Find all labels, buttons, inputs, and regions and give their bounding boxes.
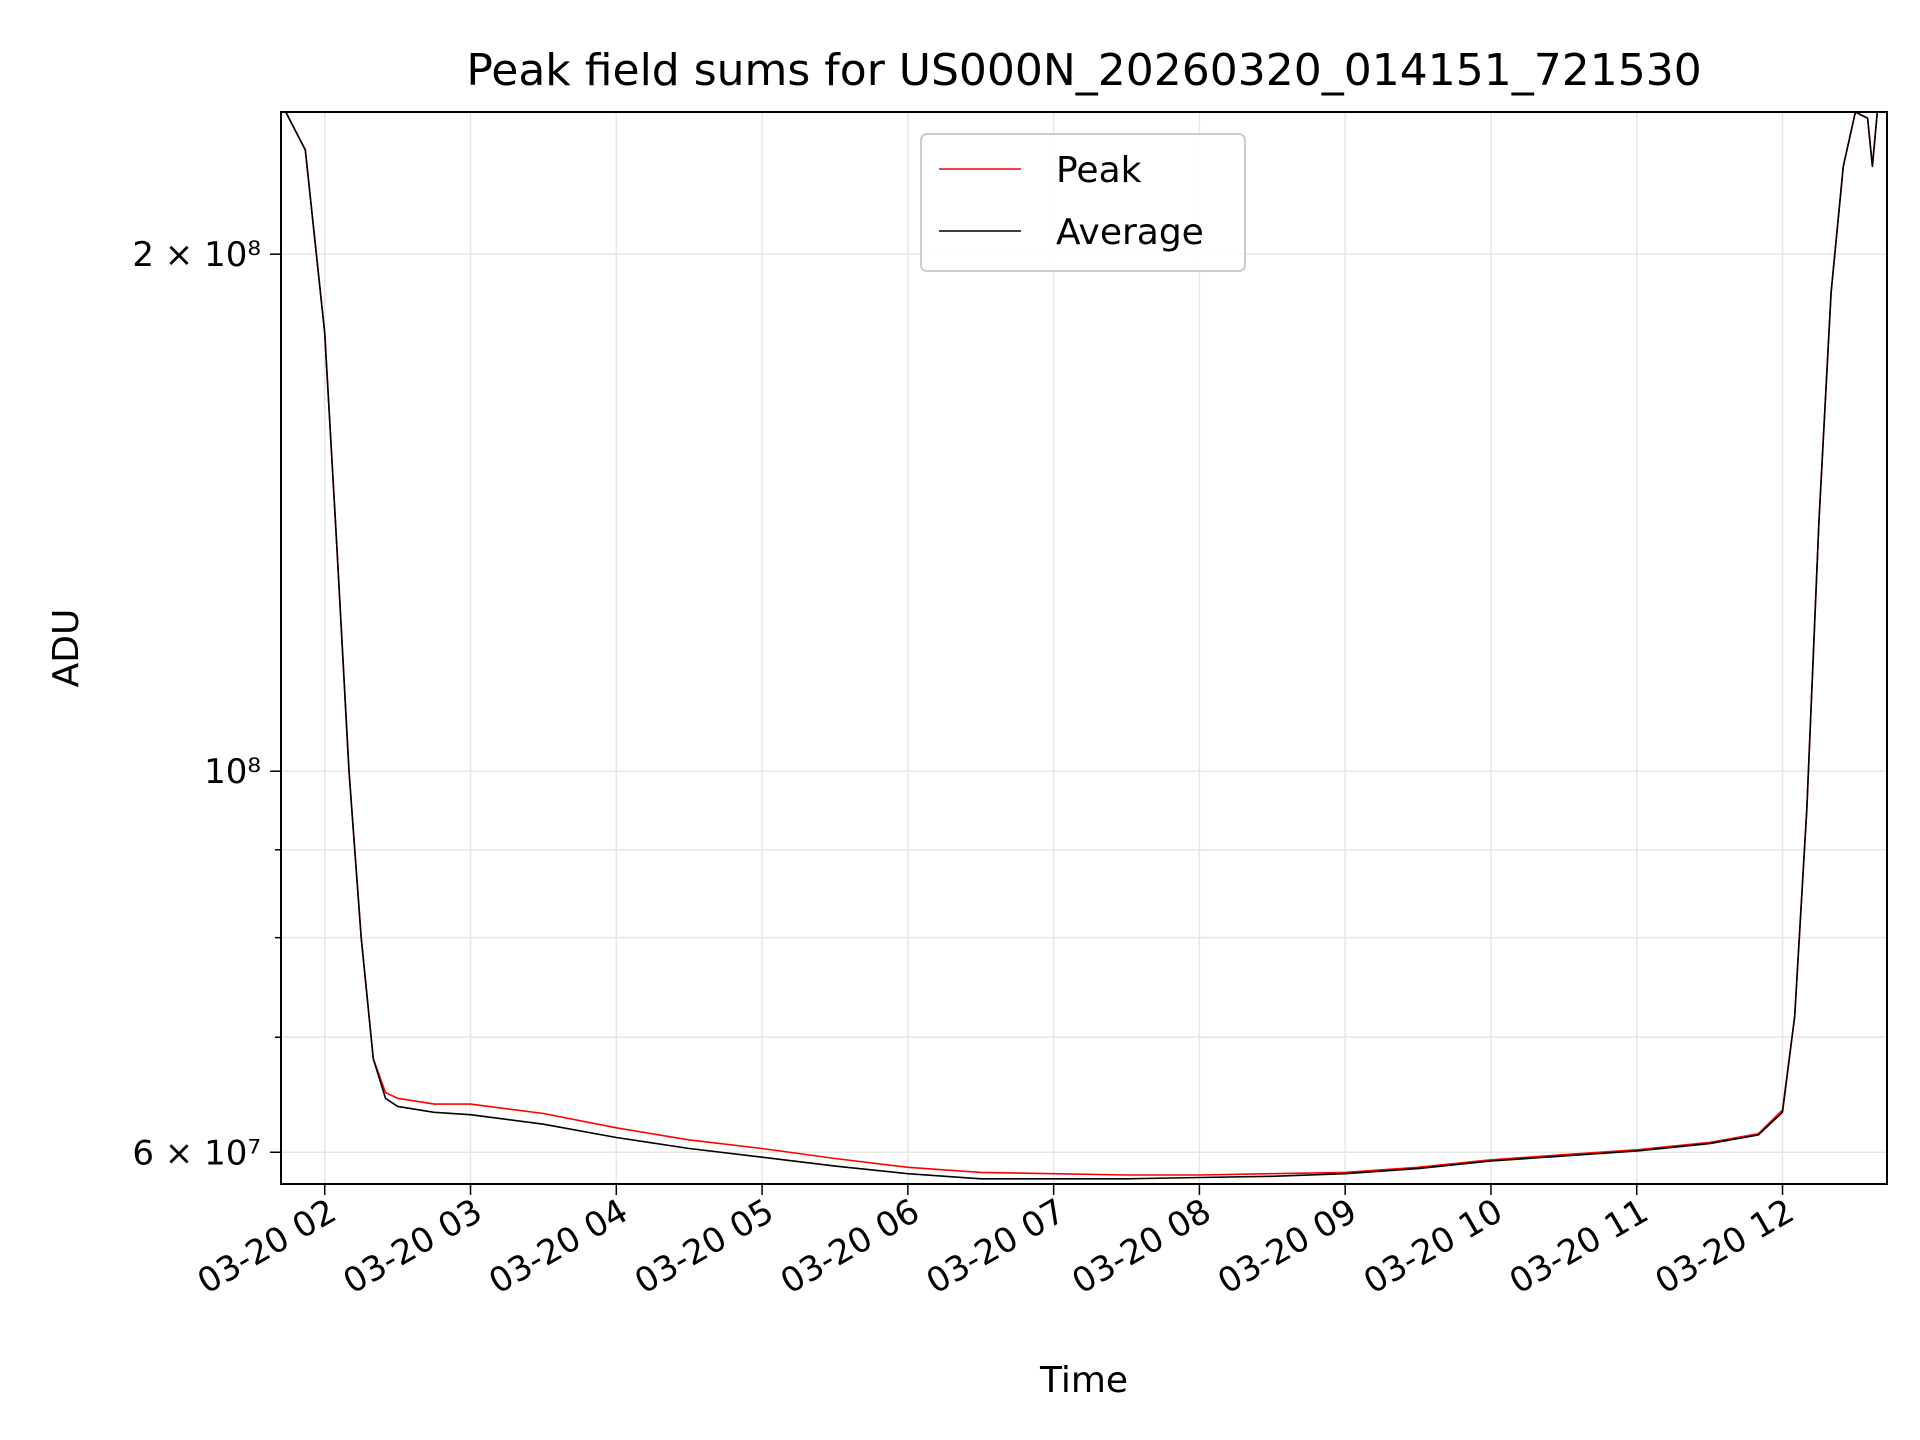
legend: Peak Average [920,133,1246,272]
chart-title: Peak field sums for US000N_20260320_0141… [466,45,1701,96]
x-axis-label: Time [1039,1360,1128,1401]
series-layer [284,112,1887,1180]
y-tick-label: 6 × 10⁷ [132,1133,261,1173]
legend-label-peak: Peak [1056,150,1142,191]
plot-frame [280,111,1888,1185]
legend-label-average: Average [1056,212,1204,253]
series-line-average [284,112,1887,1180]
y-tick-label: 10⁸ [204,752,261,792]
y-tick-label: 2 × 10⁸ [132,235,261,275]
y-axis: 6 × 10⁷ 10⁸ 2 × 10⁸ [132,235,281,1173]
y-axis-label: ADU [46,609,87,688]
